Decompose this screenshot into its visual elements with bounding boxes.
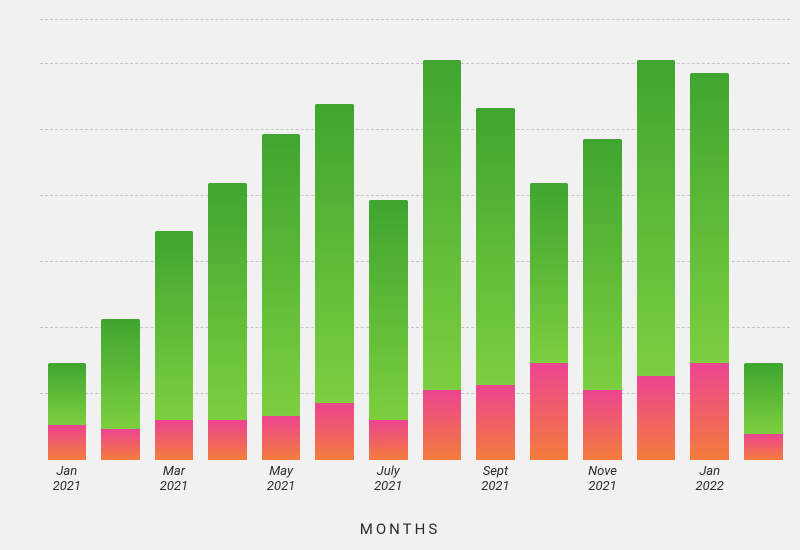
bar-bottom-segment — [155, 420, 194, 460]
x-tick-label: Nove 2021 — [576, 465, 630, 495]
plot-area — [40, 20, 790, 460]
bar-bottom-segment — [48, 425, 87, 460]
bar — [476, 108, 515, 460]
bar — [369, 200, 408, 460]
bar-slot — [40, 20, 94, 460]
bar — [48, 363, 87, 460]
bar — [262, 134, 301, 460]
bar — [583, 139, 622, 460]
bar-bottom-segment — [476, 385, 515, 460]
bar-top-segment — [637, 60, 676, 377]
x-tick-label: Jan 2021 — [40, 465, 94, 495]
bar — [530, 183, 569, 460]
bar-slot — [522, 20, 576, 460]
x-tick-label: July 2021 — [361, 465, 415, 495]
bar-top-segment — [583, 139, 622, 390]
x-axis: Jan 2021Feb 2021Mar 2021Apr 2021May 2021… — [40, 465, 790, 495]
bar-bottom-segment — [369, 420, 408, 460]
bar-top-segment — [48, 363, 87, 425]
bar — [155, 231, 194, 460]
bar-slot — [147, 20, 201, 460]
bar-slot — [201, 20, 255, 460]
bar-slot — [576, 20, 630, 460]
x-tick-label: Mar 2021 — [147, 465, 201, 495]
bar-bottom-segment — [583, 390, 622, 460]
bar-slot — [415, 20, 469, 460]
bars-container — [40, 20, 790, 460]
bar — [744, 363, 783, 460]
bar-bottom-segment — [208, 420, 247, 460]
x-tick-label: Jan 2022 — [683, 465, 737, 495]
bar-slot — [94, 20, 148, 460]
bar-top-segment — [208, 183, 247, 421]
bar — [208, 183, 247, 460]
bar-bottom-segment — [744, 434, 783, 460]
bar-slot — [469, 20, 523, 460]
bar-top-segment — [262, 134, 301, 416]
bar-slot — [254, 20, 308, 460]
bar-bottom-segment — [690, 363, 729, 460]
bar-slot — [308, 20, 362, 460]
bar — [423, 60, 462, 460]
bar-top-segment — [690, 73, 729, 363]
bar-slot — [737, 20, 791, 460]
bar-slot — [683, 20, 737, 460]
bar-bottom-segment — [637, 376, 676, 460]
x-tick-label: Sept 2021 — [469, 465, 523, 495]
x-axis-title: MONTHS — [0, 520, 800, 538]
stacked-bar-chart: Jan 2021Feb 2021Mar 2021Apr 2021May 2021… — [0, 0, 800, 550]
bar-slot — [629, 20, 683, 460]
bar-top-segment — [101, 319, 140, 429]
bar — [690, 73, 729, 460]
bar-bottom-segment — [101, 429, 140, 460]
bar-top-segment — [155, 231, 194, 420]
bar-bottom-segment — [262, 416, 301, 460]
bar-slot — [361, 20, 415, 460]
bar-top-segment — [369, 200, 408, 420]
bar — [101, 319, 140, 460]
bar-top-segment — [476, 108, 515, 385]
bar-top-segment — [744, 363, 783, 433]
bar — [315, 104, 354, 460]
x-tick-label: May 2021 — [254, 465, 308, 495]
bar — [637, 60, 676, 460]
bar-top-segment — [530, 183, 569, 363]
bar-bottom-segment — [423, 390, 462, 460]
bar-top-segment — [315, 104, 354, 403]
bar-top-segment — [423, 60, 462, 390]
bar-bottom-segment — [530, 363, 569, 460]
bar-bottom-segment — [315, 403, 354, 460]
